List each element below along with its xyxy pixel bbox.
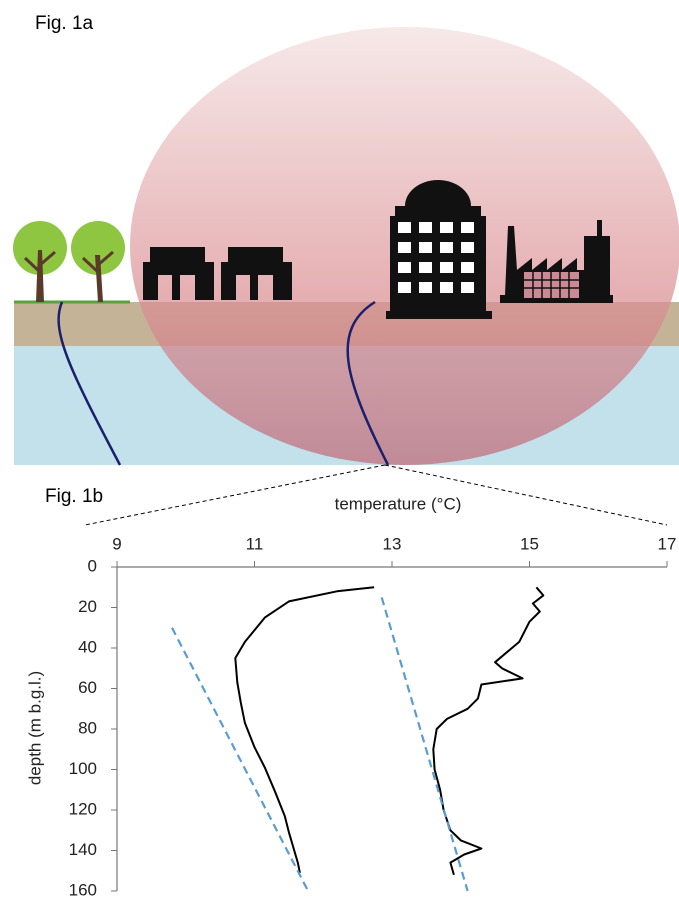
y-tick-label: 60 [78, 678, 97, 697]
y-tick-label: 160 [69, 880, 97, 899]
fig-label: Fig. 1a [35, 13, 94, 34]
y-tick-label: 80 [78, 718, 97, 737]
page: {"fig_labels": ["Fig. 1a", "Fig. 1b"], "… [0, 0, 679, 905]
trend-line [172, 628, 308, 891]
y-tick-label: 40 [78, 637, 97, 656]
x-axis-title: temperature (°C) [335, 494, 462, 513]
x-tick-label: 13 [383, 534, 402, 553]
x-tick-label: 17 [658, 534, 677, 553]
trend-line [382, 597, 468, 891]
figure: Fig. 1a Fig. 1b temperature (°C) depth (… [0, 0, 679, 905]
y-tick-label: 120 [69, 799, 97, 818]
x-tick-label: 11 [246, 534, 264, 553]
y-axis-title: depth (m b.g.l.) [25, 671, 44, 785]
x-tick-label: 15 [520, 534, 539, 553]
temperature-profile [433, 587, 543, 875]
y-tick-label: 100 [69, 759, 97, 778]
temperature-profile [235, 587, 374, 873]
fig-label: Fig. 1b [45, 486, 103, 507]
y-tick-label: 20 [78, 597, 97, 616]
x-tick-label: 9 [112, 534, 121, 553]
illustration [13, 27, 679, 525]
trees [13, 221, 125, 302]
y-tick-label: 0 [88, 556, 97, 575]
y-tick-label: 140 [69, 840, 97, 859]
